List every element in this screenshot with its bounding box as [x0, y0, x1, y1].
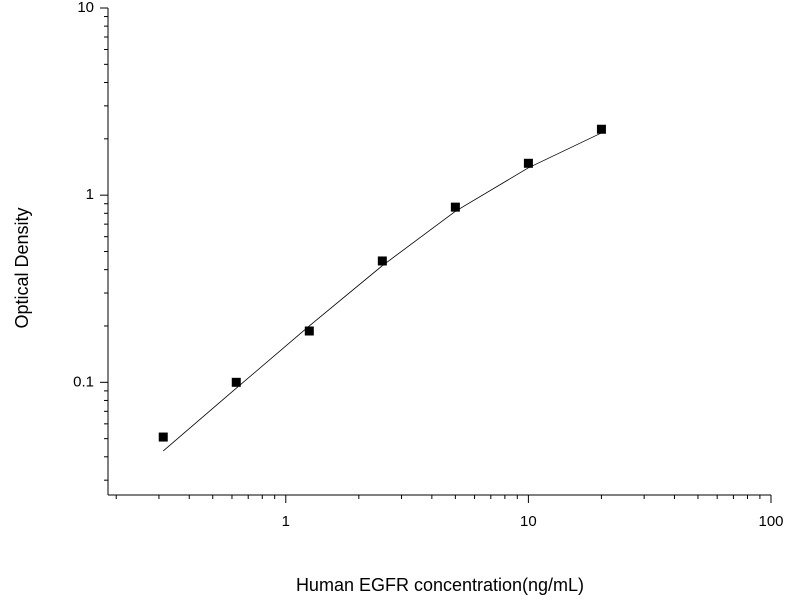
data-point — [158, 432, 168, 442]
data-point — [304, 326, 314, 336]
data-point — [450, 202, 460, 212]
y-tick-label: 1 — [86, 186, 94, 203]
x-tick-label: 10 — [520, 513, 537, 530]
x-axis-title: Human EGFR concentration(ng/mL) — [296, 575, 584, 595]
data-point — [596, 124, 606, 134]
y-tick-label: 10 — [77, 0, 94, 16]
x-tick-label: 1 — [282, 513, 290, 530]
y-axis-title: Optical Density — [12, 207, 32, 328]
fit-curve — [162, 132, 602, 452]
data-point — [377, 256, 387, 266]
data-point — [523, 158, 533, 168]
data-point — [231, 377, 241, 387]
x-tick-label: 100 — [758, 513, 783, 530]
y-tick-label: 0.1 — [73, 373, 94, 390]
